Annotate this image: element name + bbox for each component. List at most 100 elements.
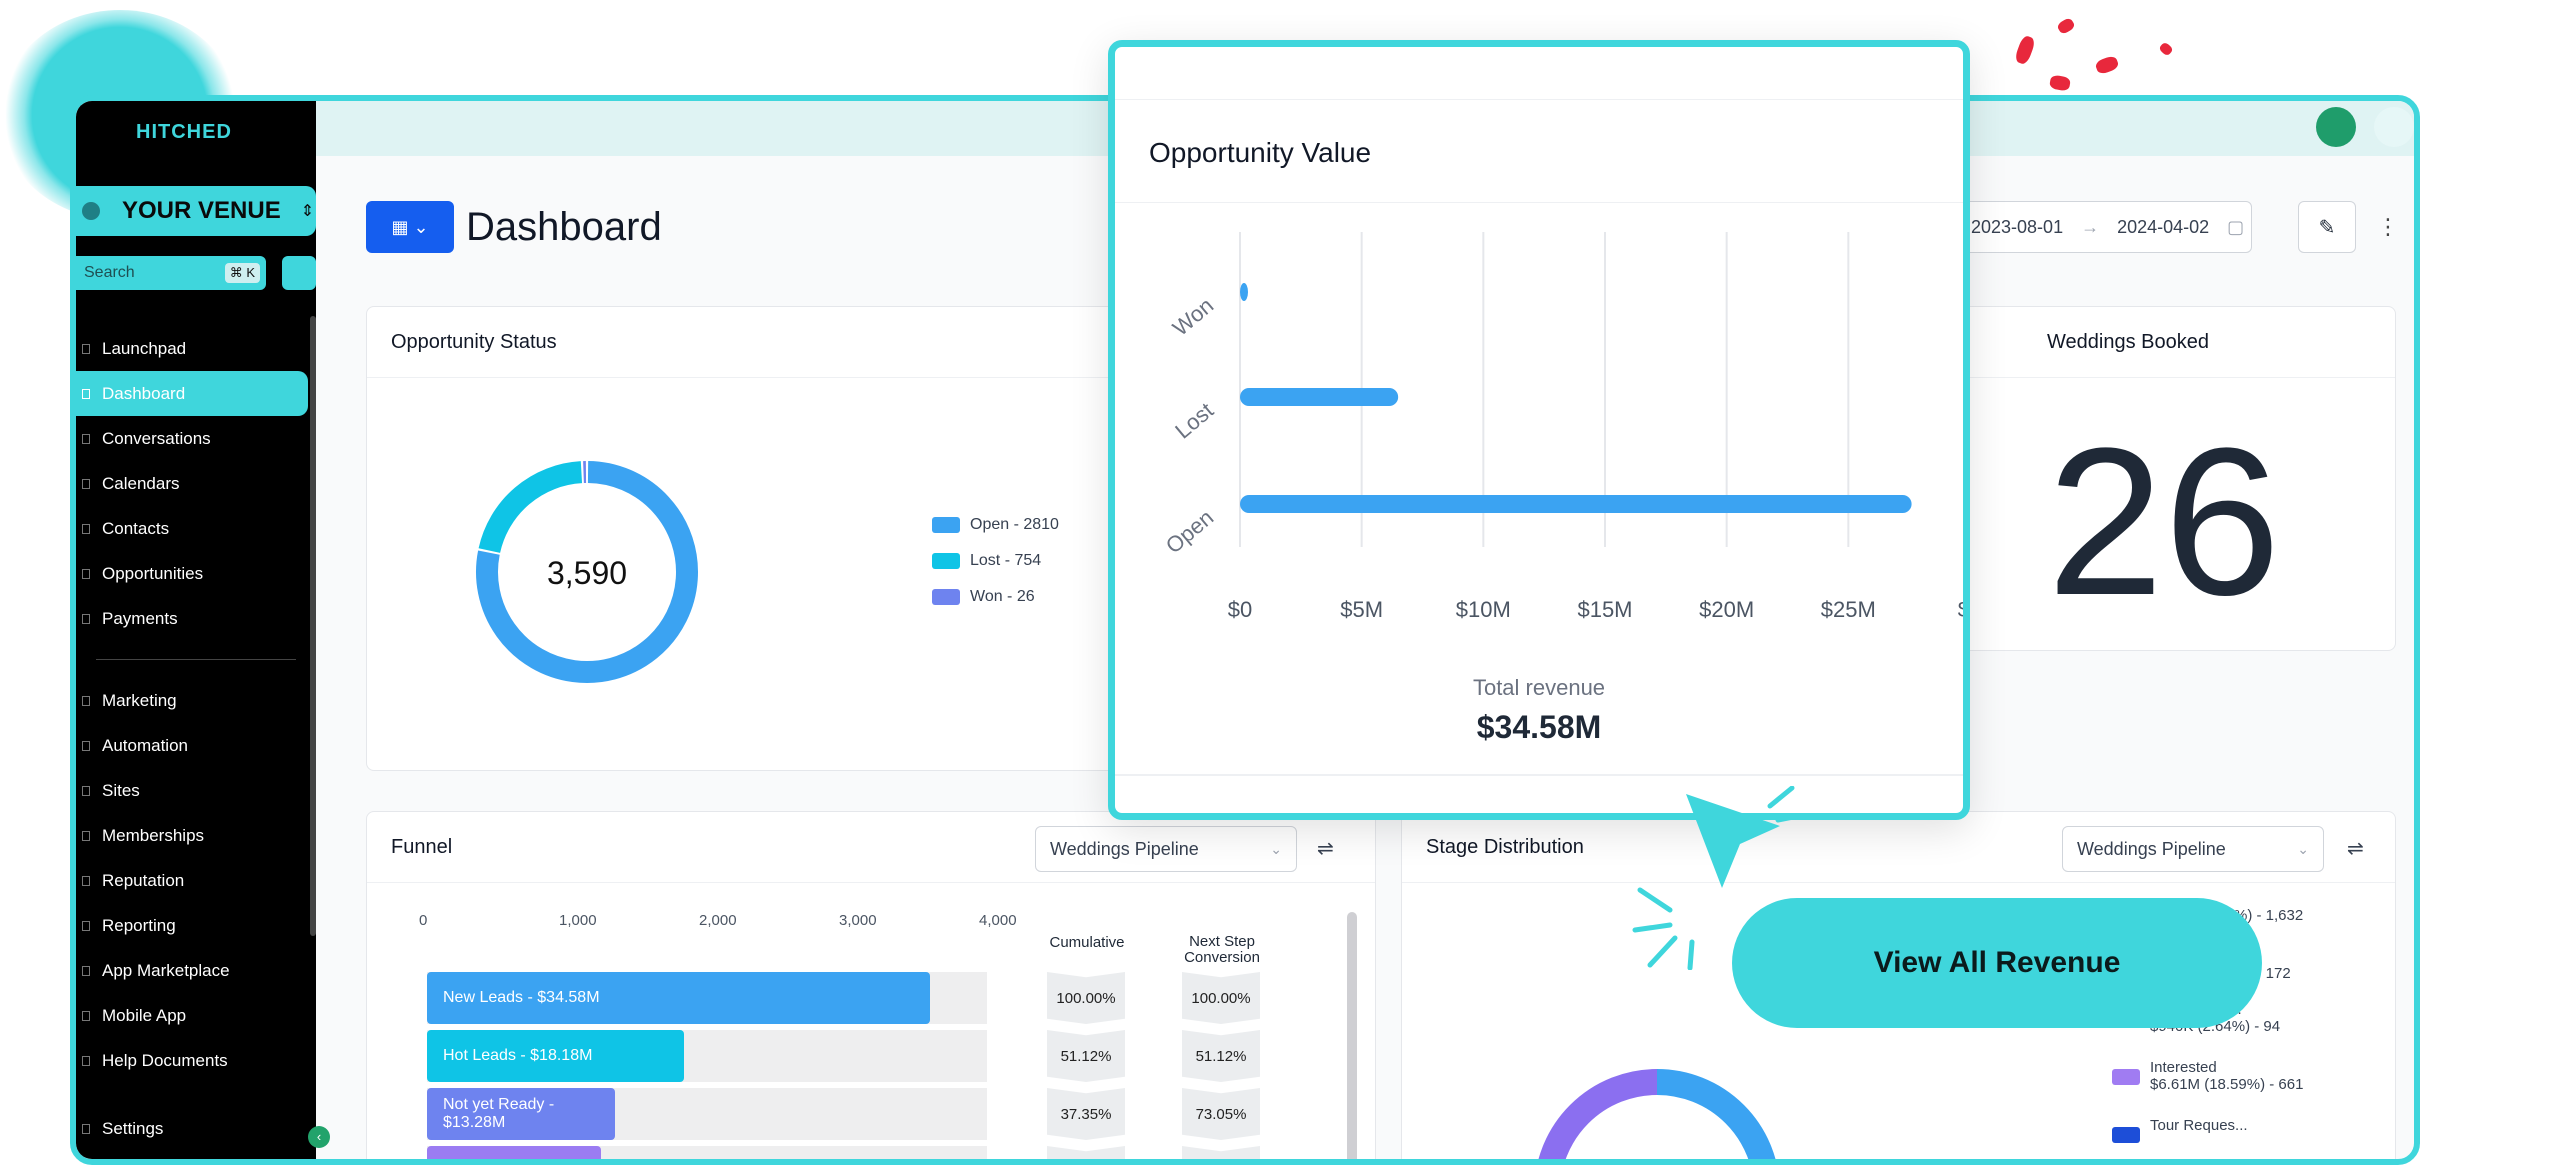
- sidebar-item-memberships[interactable]: Memberships: [76, 813, 316, 858]
- sidebar-item-settings[interactable]: Settings: [76, 1106, 316, 1151]
- legend-swatch: [932, 517, 960, 533]
- legend-item-won[interactable]: Won - 26: [932, 579, 1059, 615]
- donut-segment-lost[interactable]: [478, 461, 583, 554]
- sidebar-item-label: Contacts: [102, 518, 170, 538]
- sidebar-item-conversations[interactable]: Conversations: [76, 416, 316, 461]
- date-start: 2023-08-01: [1971, 216, 2064, 237]
- sidebar-item-label: Payments: [102, 608, 178, 628]
- collapse-sidebar-button[interactable]: ‹: [308, 1126, 330, 1148]
- payments-icon: [82, 613, 90, 624]
- weddings-booked-card: Weddings Booked 26: [1896, 306, 2396, 651]
- sites-icon: [82, 785, 90, 796]
- sidebar-item-label: Opportunities: [102, 563, 204, 583]
- sidebar-item-contacts[interactable]: Contacts: [76, 506, 316, 551]
- sidebar-item-launchpad[interactable]: Launchpad: [76, 326, 316, 371]
- sidebar-item-opportunities[interactable]: Opportunities: [76, 551, 316, 596]
- funnel-pipeline-select[interactable]: Weddings Pipeline ⌄: [1035, 826, 1297, 872]
- sidebar-item-label: Calendars: [102, 473, 180, 493]
- search-input[interactable]: Search: [84, 264, 135, 281]
- legend-item-lost[interactable]: Lost - 754: [932, 543, 1059, 579]
- sidebar-item-label: Help Documents: [102, 1050, 228, 1070]
- filter-settings-icon[interactable]: ⇌: [2347, 838, 2364, 860]
- confetti-decoration: [2158, 41, 2174, 57]
- sidebar-item-label: Automation: [102, 735, 188, 755]
- next-step-header-line2: Conversion: [1184, 949, 1260, 966]
- y-category-label: Won: [1168, 293, 1218, 341]
- more-options-button[interactable]: ⋮: [2377, 214, 2399, 239]
- bar-won[interactable]: [1240, 283, 1248, 301]
- memberships-icon: [82, 830, 90, 841]
- date-end: 2024-04-02: [2117, 216, 2210, 237]
- bar-lost[interactable]: [1240, 388, 1399, 406]
- sidebar-item-calendars[interactable]: Calendars: [76, 461, 316, 506]
- dashboard-switcher-button[interactable]: ▦ ⌄: [366, 201, 454, 253]
- legend-swatch: [2112, 1127, 2140, 1143]
- sidebar-search[interactable]: Search ⌘ K: [76, 256, 266, 290]
- x-tick-label: $0: [1228, 597, 1252, 622]
- funnel-bar[interactable]: Not yet Ready - $13.28M: [427, 1088, 615, 1140]
- view-all-revenue-button[interactable]: View All Revenue: [1732, 898, 2262, 1028]
- sidebar-scrollbar[interactable]: [310, 316, 316, 936]
- card-divider: [367, 377, 1325, 378]
- funnel-axis-tick: 3,000: [839, 912, 877, 929]
- funnel-bar[interactable]: Hot Leads - $18.18M: [427, 1030, 684, 1082]
- sidebar-item-reputation[interactable]: Reputation: [76, 858, 316, 903]
- legend-item-open[interactable]: Open - 2810: [932, 507, 1059, 543]
- funnel-bar[interactable]: Interested - $10.3M: [427, 1146, 601, 1159]
- bar-open[interactable]: [1240, 495, 1912, 513]
- stage-legend-item[interactable]: Interested $6.61M (18.59%) - 661: [2112, 1059, 2303, 1117]
- sidebar-item-label: Mobile App: [102, 1005, 187, 1025]
- cumulative-cell: 100.00%: [1047, 972, 1125, 1024]
- chevron-down-icon: ⌄: [2297, 840, 2309, 857]
- weddings-booked-value: 26: [2047, 404, 2281, 639]
- sidebar-item-label: Memberships: [102, 825, 205, 845]
- confetti-decoration: [2094, 54, 2120, 76]
- brand-logo[interactable]: HITCHED: [136, 121, 232, 143]
- megaphone-icon[interactable]: [2316, 107, 2356, 147]
- sidebar-item-automation[interactable]: Automation: [76, 723, 316, 768]
- next-step-cell: 100.00%: [1182, 972, 1260, 1024]
- stage-legend-line2: $6.61M (18.59%) - 661: [2150, 1076, 2304, 1093]
- funnel-axis-tick: 0: [419, 912, 428, 929]
- layout-icon: ▦ ⌄: [391, 216, 429, 237]
- reporting-icon: [82, 920, 90, 931]
- quick-action-button[interactable]: [282, 256, 316, 290]
- donut-segment-open[interactable]: [476, 461, 698, 683]
- next-step-cell: 73.05%: [1182, 1088, 1260, 1140]
- venue-switcher[interactable]: YOUR VENUE ⇕: [76, 186, 316, 236]
- card-divider: [1897, 377, 2395, 378]
- sidebar-item-sites[interactable]: Sites: [76, 768, 316, 813]
- sidebar-item-label: Reputation: [102, 870, 185, 890]
- card-title: Funnel: [391, 836, 453, 858]
- burst-lines-decoration: [1630, 880, 1720, 971]
- page-title: Dashboard: [466, 204, 662, 249]
- next-step-cell: [1182, 1146, 1260, 1159]
- dashboard-icon: [82, 388, 90, 399]
- chevron-down-icon: ⌄: [1270, 840, 1282, 857]
- sidebar-item-payments[interactable]: Payments: [76, 596, 316, 641]
- sidebar-item-dashboard[interactable]: Dashboard: [76, 371, 308, 416]
- stage-pipeline-select[interactable]: Weddings Pipeline ⌄: [2062, 826, 2324, 872]
- filter-settings-icon[interactable]: ⇌: [1317, 838, 1334, 860]
- sidebar-item-help-documents[interactable]: Help Documents: [76, 1038, 316, 1083]
- legend-label: Lost - 754: [970, 552, 1042, 569]
- funnel-scrollbar[interactable]: [1347, 912, 1357, 1159]
- cumulative-cell: 51.12%: [1047, 1030, 1125, 1082]
- card-title: Weddings Booked: [2047, 331, 2209, 353]
- select-value: Weddings Pipeline: [1050, 838, 1199, 859]
- stage-legend-item[interactable]: Tour Reques...: [2112, 1117, 2303, 1153]
- funnel-bar[interactable]: New Leads - $34.58M: [427, 972, 930, 1024]
- sidebar-item-reporting[interactable]: Reporting: [76, 903, 316, 948]
- sidebar-item-app-marketplace[interactable]: App Marketplace: [76, 948, 316, 993]
- bell-icon[interactable]: [2374, 107, 2414, 147]
- sidebar-item-mobile-app[interactable]: Mobile App: [76, 993, 316, 1038]
- sidebar-item-label: App Marketplace: [102, 960, 230, 980]
- next-step-header-line1: Next Step: [1189, 933, 1255, 950]
- sidebar-item-marketing[interactable]: Marketing: [76, 678, 316, 723]
- card-title: Opportunity Status: [391, 331, 557, 353]
- stage-legend-item[interactable]: %) - 1,632: [2112, 907, 2303, 965]
- date-range-picker[interactable]: 2023-08-01 → 2024-04-02 ▢: [1964, 201, 2252, 253]
- opportunity-status-legend: Open - 2810 Lost - 754 Won - 26: [932, 507, 1059, 615]
- edit-dashboard-button[interactable]: ✎: [2298, 201, 2356, 253]
- confetti-decoration: [2048, 74, 2072, 92]
